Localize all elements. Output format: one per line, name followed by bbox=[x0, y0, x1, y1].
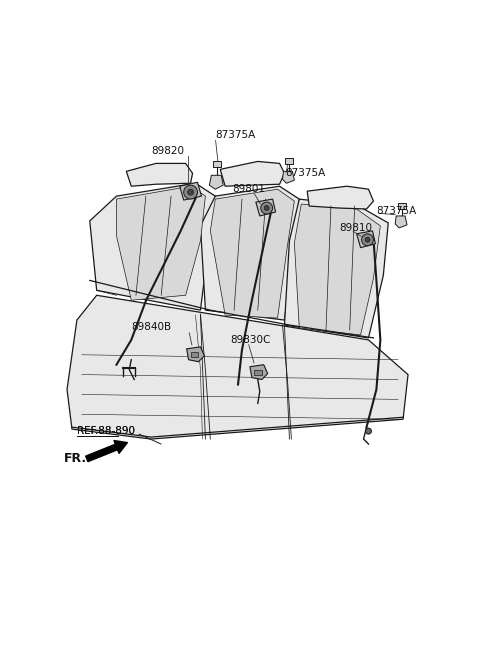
Circle shape bbox=[365, 237, 370, 242]
Polygon shape bbox=[126, 163, 192, 186]
Circle shape bbox=[184, 185, 197, 199]
Circle shape bbox=[188, 189, 193, 195]
Polygon shape bbox=[191, 352, 199, 357]
Polygon shape bbox=[395, 216, 407, 228]
Polygon shape bbox=[398, 203, 406, 209]
Polygon shape bbox=[210, 189, 294, 318]
Polygon shape bbox=[201, 186, 300, 320]
Text: 89820: 89820 bbox=[151, 146, 184, 155]
Polygon shape bbox=[250, 365, 268, 380]
Polygon shape bbox=[294, 204, 380, 335]
Text: 87375A: 87375A bbox=[376, 206, 417, 216]
Text: REF.88-890: REF.88-890 bbox=[77, 426, 135, 436]
Text: REF.88-890: REF.88-890 bbox=[77, 426, 135, 436]
Text: 89830C: 89830C bbox=[230, 335, 271, 345]
Polygon shape bbox=[254, 369, 262, 375]
Text: REF.88-890: REF.88-890 bbox=[0, 655, 1, 656]
Circle shape bbox=[264, 205, 269, 211]
Polygon shape bbox=[307, 186, 373, 209]
Polygon shape bbox=[357, 231, 375, 248]
Circle shape bbox=[361, 234, 373, 246]
Polygon shape bbox=[285, 199, 388, 338]
Circle shape bbox=[366, 428, 372, 434]
Text: 89810: 89810 bbox=[339, 223, 372, 233]
Polygon shape bbox=[220, 161, 285, 186]
Polygon shape bbox=[286, 159, 293, 165]
Text: 87375A: 87375A bbox=[286, 169, 326, 178]
Polygon shape bbox=[117, 186, 205, 300]
Text: 87375A: 87375A bbox=[216, 130, 255, 140]
Text: 89801: 89801 bbox=[232, 184, 265, 194]
Polygon shape bbox=[187, 347, 204, 361]
Text: FR.: FR. bbox=[64, 453, 87, 465]
Polygon shape bbox=[67, 295, 408, 439]
Text: 89840B: 89840B bbox=[131, 322, 171, 332]
FancyArrow shape bbox=[86, 441, 128, 462]
Polygon shape bbox=[209, 175, 223, 189]
Polygon shape bbox=[256, 199, 276, 216]
Polygon shape bbox=[180, 182, 202, 200]
Polygon shape bbox=[283, 171, 294, 183]
Polygon shape bbox=[213, 161, 221, 167]
Polygon shape bbox=[90, 183, 216, 310]
Circle shape bbox=[261, 202, 273, 214]
